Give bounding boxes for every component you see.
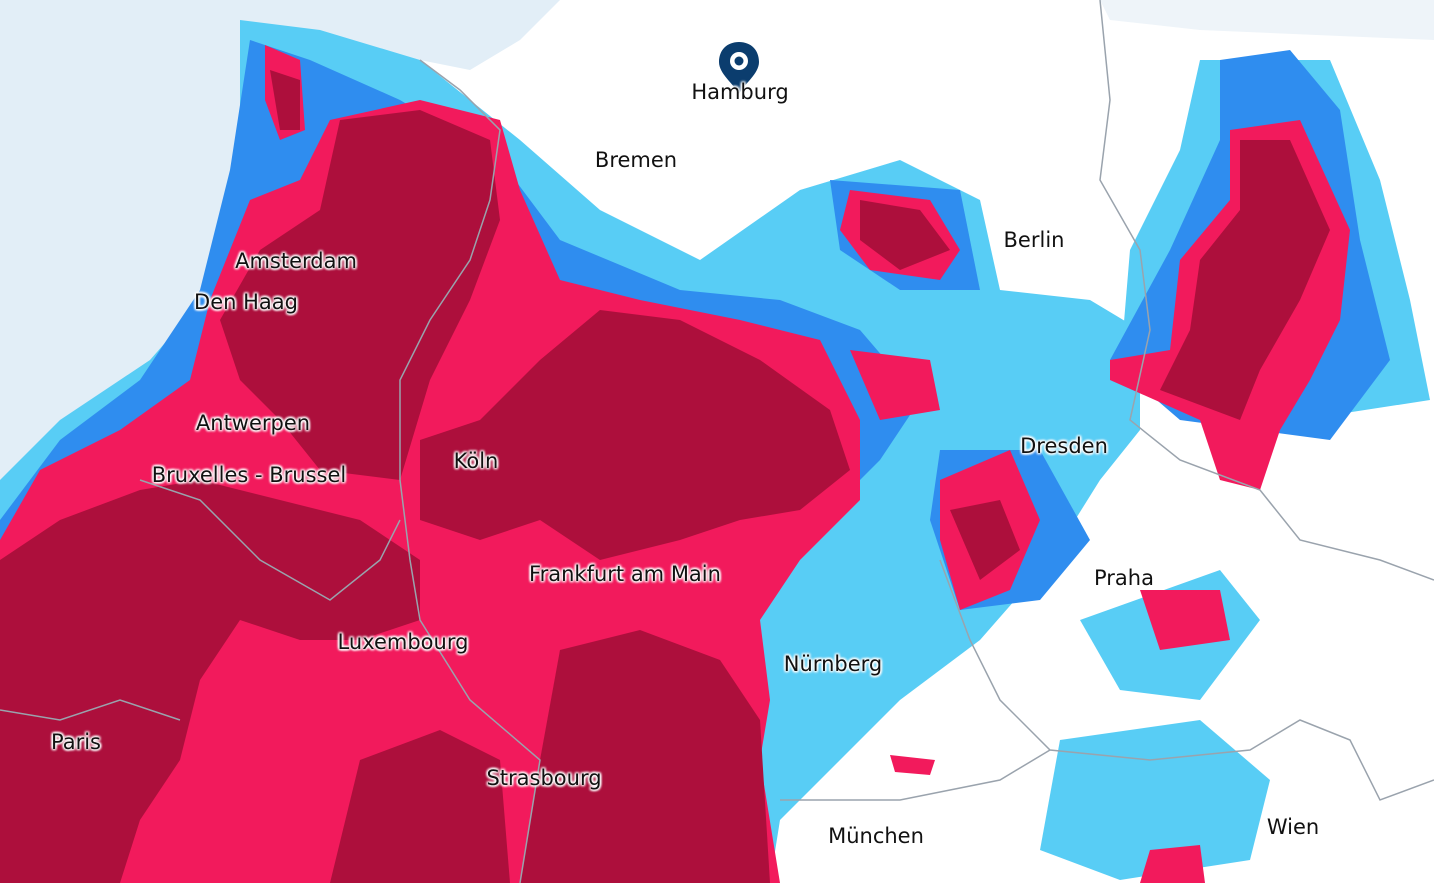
map-pin-icon[interactable] — [716, 40, 762, 96]
city-label-frankfurt: Frankfurt am Main — [529, 562, 721, 586]
city-label-dresden: Dresden — [1020, 434, 1108, 458]
city-label-wien: Wien — [1266, 815, 1320, 839]
city-label-hamburg: Hamburg — [691, 80, 789, 104]
sea-east — [1100, 0, 1434, 40]
city-label-amsterdam: Amsterdam — [235, 249, 357, 273]
very-heavy-rain-layer — [0, 70, 1330, 883]
city-label-luxembourg: Luxembourg — [337, 630, 469, 654]
city-label-den-haag: Den Haag — [194, 290, 298, 314]
city-label-munchen: München — [828, 824, 924, 848]
city-label-bruxelles: Bruxelles - Brussel — [151, 463, 347, 487]
city-label-koln: Köln — [453, 449, 499, 473]
city-label-berlin: Berlin — [1003, 228, 1065, 252]
city-label-strasbourg: Strasbourg — [486, 766, 602, 790]
city-label-nurnberg: Nürnberg — [783, 652, 883, 676]
city-label-paris: Paris — [51, 730, 101, 754]
city-label-praha: Praha — [1094, 566, 1154, 590]
city-label-antwerpen: Antwerpen — [195, 411, 311, 435]
city-label-bremen: Bremen — [594, 148, 678, 172]
